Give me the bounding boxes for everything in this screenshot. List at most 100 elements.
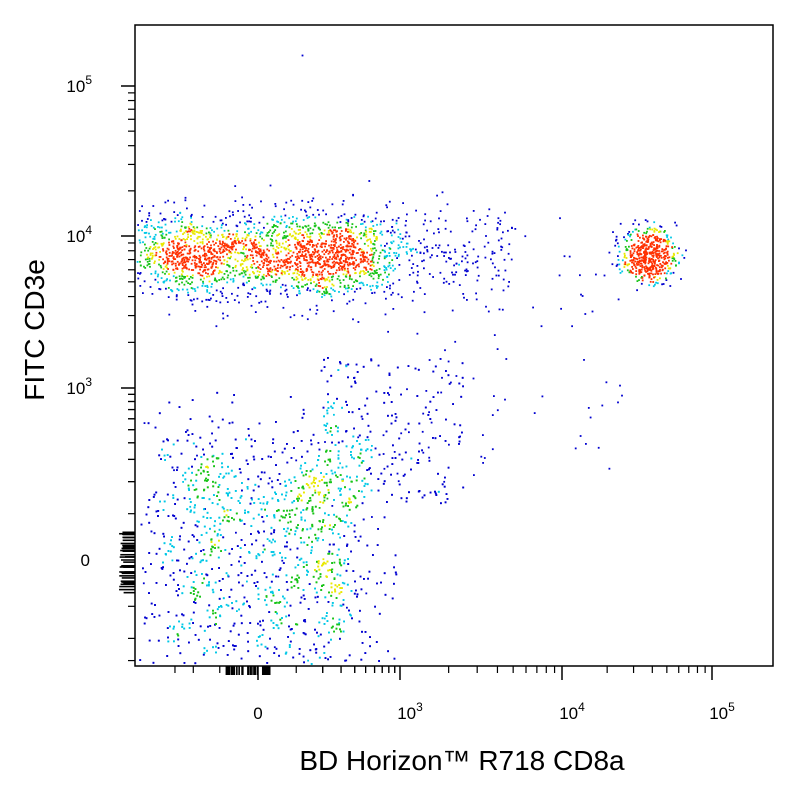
- data-point: [328, 550, 331, 553]
- data-point: [466, 261, 469, 264]
- data-point: [421, 449, 423, 452]
- data-point: [388, 255, 391, 257]
- data-point: [188, 557, 191, 560]
- data-point: [285, 484, 287, 487]
- data-point: [326, 380, 329, 383]
- data-point: [202, 233, 205, 236]
- data-point: [346, 263, 349, 266]
- data-point: [654, 228, 657, 231]
- data-point: [663, 272, 666, 275]
- data-point: [348, 609, 350, 612]
- data-point: [340, 230, 343, 232]
- data-point: [313, 476, 316, 479]
- data-point: [488, 208, 491, 211]
- data-point: [439, 358, 442, 360]
- data-point: [284, 248, 287, 251]
- data-point: [183, 627, 186, 630]
- data-point: [162, 268, 165, 270]
- data-point: [648, 276, 651, 278]
- data-point: [190, 238, 192, 241]
- data-point: [436, 194, 438, 197]
- data-point: [268, 231, 270, 233]
- data-point: [148, 232, 150, 235]
- data-point: [271, 480, 273, 483]
- data-point: [658, 231, 660, 233]
- data-point: [172, 443, 175, 446]
- data-point: [348, 235, 351, 237]
- data-point: [219, 271, 221, 273]
- data-point: [306, 269, 309, 271]
- data-point: [241, 482, 243, 484]
- data-point: [143, 265, 145, 268]
- data-point: [347, 270, 350, 273]
- data-point: [226, 301, 229, 303]
- data-point: [634, 228, 637, 231]
- data-point: [346, 475, 348, 478]
- data-point: [361, 418, 364, 420]
- data-point: [246, 580, 248, 583]
- data-point: [185, 230, 187, 232]
- data-point: [406, 252, 408, 255]
- data-point: [491, 277, 494, 280]
- data-point: [230, 588, 233, 591]
- data-point: [292, 216, 294, 218]
- data-point: [327, 270, 329, 273]
- data-point: [162, 262, 165, 265]
- data-point: [504, 269, 507, 272]
- data-point: [191, 557, 194, 560]
- data-point: [257, 229, 260, 232]
- data-point: [369, 285, 372, 288]
- data-point: [501, 246, 504, 249]
- data-point: [338, 227, 340, 229]
- data-point: [381, 283, 383, 286]
- data-point: [667, 245, 670, 248]
- data-point: [249, 622, 252, 624]
- data-point: [387, 230, 389, 232]
- data-point: [183, 497, 186, 500]
- data-point: [154, 278, 157, 281]
- data-point: [194, 570, 196, 573]
- data-point: [218, 539, 220, 542]
- data-point: [330, 582, 333, 585]
- data-point: [269, 637, 271, 640]
- data-point: [193, 601, 195, 603]
- data-point: [318, 258, 320, 261]
- data-point: [177, 594, 179, 597]
- data-point: [155, 254, 158, 257]
- data-point: [153, 247, 155, 249]
- data-point: [164, 459, 166, 461]
- data-point: [386, 242, 388, 245]
- data-point: [281, 265, 284, 268]
- data-point: [652, 285, 655, 288]
- data-point: [310, 239, 313, 242]
- data-point: [175, 298, 178, 301]
- data-point: [159, 231, 162, 233]
- data-point: [615, 265, 618, 267]
- data-point: [344, 504, 347, 507]
- data-point: [389, 267, 392, 269]
- data-point: [369, 645, 371, 648]
- data-point: [652, 234, 655, 236]
- data-point: [261, 560, 263, 563]
- data-point: [273, 553, 276, 556]
- data-point: [674, 260, 677, 262]
- data-point: [219, 615, 222, 618]
- data-point: [281, 617, 283, 619]
- data-point: [394, 413, 397, 415]
- data-point: [466, 299, 468, 301]
- data-point: [206, 275, 208, 278]
- data-point: [175, 267, 177, 270]
- data-point: [194, 266, 197, 268]
- data-point: [348, 501, 351, 504]
- data-point: [352, 246, 355, 248]
- data-point: [270, 619, 273, 622]
- data-point: [329, 478, 332, 481]
- data-point: [667, 240, 669, 243]
- data-point: [309, 258, 312, 261]
- data-point: [619, 272, 622, 274]
- data-point: [338, 237, 341, 239]
- data-point: [261, 231, 264, 234]
- data-point: [466, 220, 469, 223]
- data-point: [372, 225, 375, 227]
- data-point: [152, 248, 154, 250]
